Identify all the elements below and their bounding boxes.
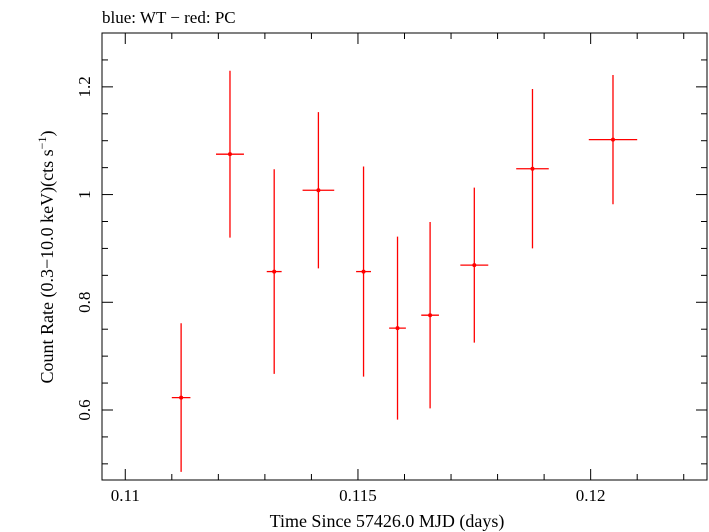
data-point: [421, 222, 439, 409]
y-axis: 0.6 0.8 1 1.2: [75, 32, 707, 465]
data-marker: [227, 152, 232, 157]
plot-frame: [101, 32, 708, 481]
data-point: [216, 70, 244, 238]
data-point: [588, 75, 638, 205]
chart-title: blue: WT − red: PC: [102, 8, 236, 27]
x-tick-label: 0.11: [111, 486, 140, 505]
x-axis: 0.11 0.115 0.12: [111, 33, 685, 505]
y-tick-label: 0.6: [75, 399, 94, 420]
y-axis-label: Count Rate (0.3−10.0 keV)(cts s−1): [35, 131, 58, 384]
y-axis-label-end: ): [37, 131, 58, 137]
data-marker: [179, 395, 184, 400]
y-axis-label-exponent: −1: [35, 137, 49, 150]
data-marker: [530, 166, 535, 171]
data-marker: [316, 188, 321, 193]
data-point: [302, 112, 335, 269]
data-marker: [472, 263, 477, 268]
data-marker: [428, 313, 433, 318]
data-marker: [610, 137, 615, 142]
data-point: [389, 236, 406, 420]
data-series-red: [171, 70, 638, 472]
data-marker: [361, 269, 366, 274]
x-axis-label: Time Since 57426.0 MJD (days): [270, 511, 505, 532]
data-marker: [272, 269, 277, 274]
data-point: [266, 169, 282, 374]
x-tick-label: 0.115: [339, 486, 377, 505]
y-axis-label-main: Count Rate (0.3−10.0 keV)(cts s: [37, 149, 58, 383]
data-point: [460, 187, 489, 343]
data-marker: [395, 326, 400, 331]
data-point: [516, 89, 549, 249]
y-tick-label: 0.8: [75, 292, 94, 313]
x-tick-label: 0.12: [576, 486, 606, 505]
data-point: [171, 323, 191, 472]
data-point: [356, 166, 371, 377]
y-tick-label: 1.2: [75, 76, 94, 97]
y-tick-label: 1: [75, 190, 94, 199]
